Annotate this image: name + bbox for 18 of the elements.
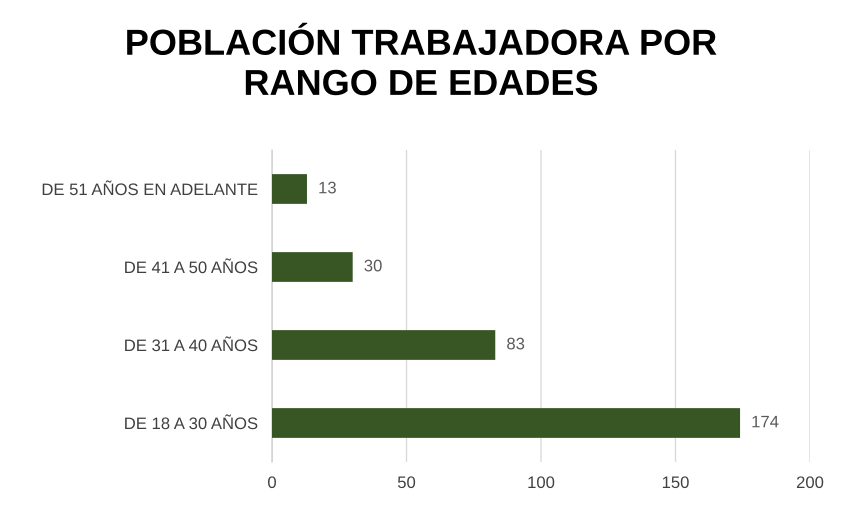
bar [272,174,307,204]
x-tick-label: 0 [268,476,276,488]
bar [272,408,740,438]
bar [272,252,353,282]
x-tick-label: 100 [528,476,554,488]
y-tick-label: DE 41 A 50 AÑOS [125,258,258,274]
y-tick-label: DE 18 A 30 AÑOS [125,414,258,430]
data-label: 13 [319,182,336,194]
bar [272,330,496,360]
data-label: 174 [752,416,778,428]
x-tick-label: 50 [398,476,416,488]
data-label: 30 [364,260,382,272]
chart-title: POBLACIÓN TRABAJADORA POR RANGO DE EDADES [127,22,717,96]
x-tick-label: 200 [796,476,824,488]
y-tick-label: DE 31 A 40 AÑOS [125,336,258,352]
data-label: 83 [507,338,524,350]
y-tick-label: DE 51 AÑOS EN ADELANTE [42,180,258,196]
x-tick-label: 150 [662,476,689,488]
